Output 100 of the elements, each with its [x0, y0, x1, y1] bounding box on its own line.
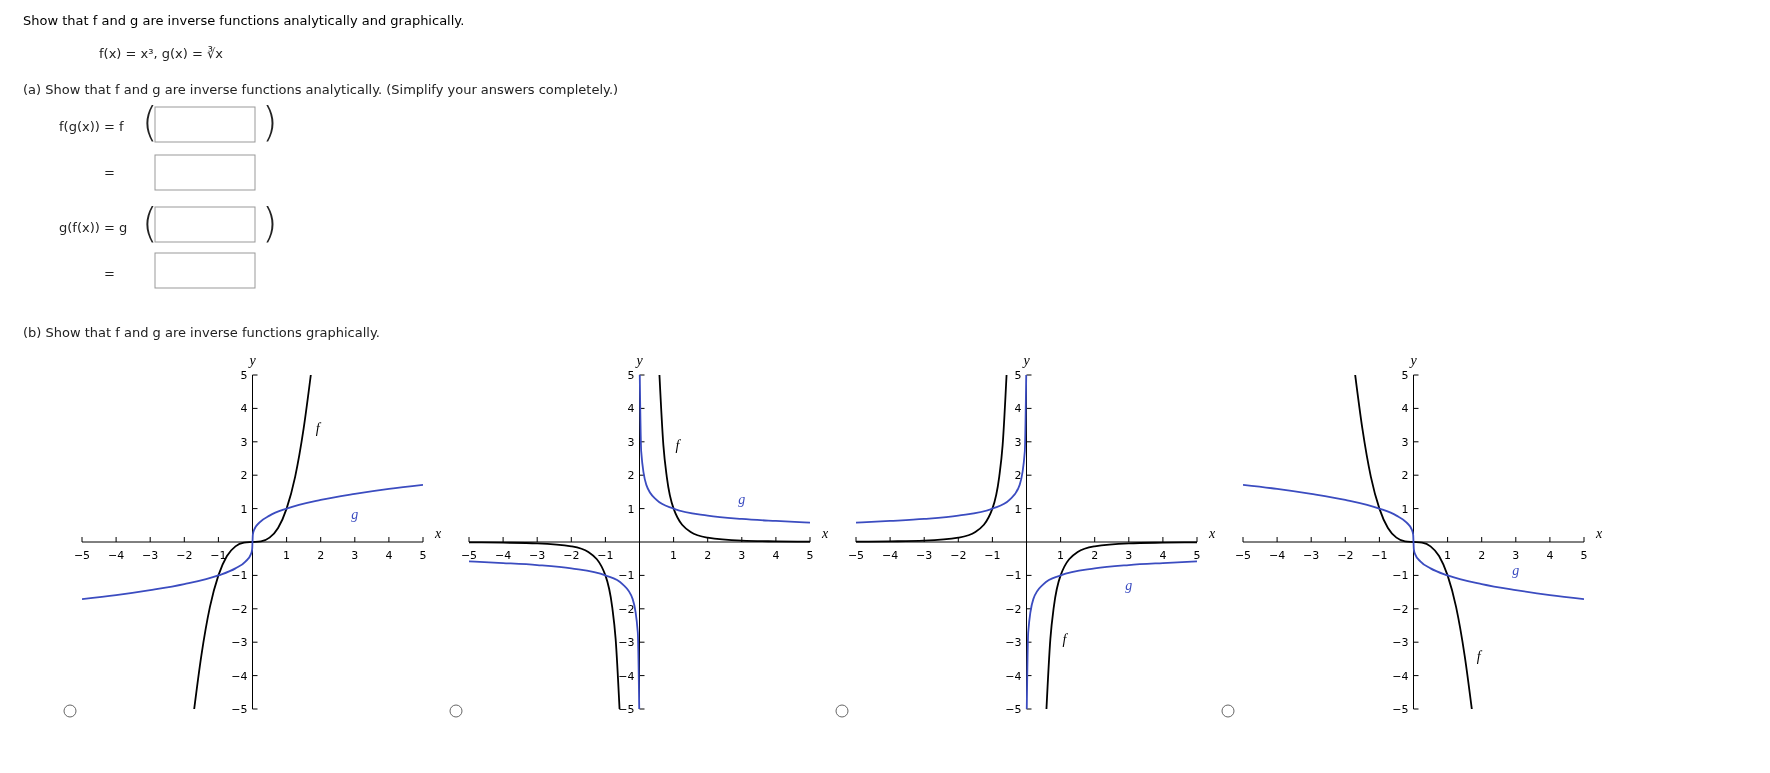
y-tick-label: −5: [1392, 703, 1409, 716]
y-tick-label: −1: [1392, 569, 1409, 583]
y-tick-label: −3: [618, 636, 635, 650]
x-tick-label: −5: [73, 549, 91, 562]
x-tick-label: 3: [1125, 549, 1133, 562]
x-tick-label: 1: [283, 549, 291, 562]
series-label: f: [675, 438, 682, 454]
y-tick-label: −4: [231, 669, 248, 683]
series-label: g: [1512, 563, 1520, 579]
x-tick-label: −3: [1303, 549, 1320, 562]
x-axis-title: x: [1208, 526, 1216, 541]
y-tick-label: 2: [1401, 469, 1409, 483]
x-tick-label: −2: [563, 549, 580, 562]
text: (: [142, 99, 158, 145]
text: (: [142, 200, 158, 246]
y-tick-label: 4: [627, 402, 635, 416]
y-tick-label: 1: [1401, 502, 1409, 516]
x-tick-label: 5: [1193, 549, 1201, 562]
x-axis-title: x: [1595, 526, 1603, 541]
text: ): [262, 99, 278, 145]
y-axis-title: y: [634, 353, 644, 368]
x-tick-label: 1: [1057, 549, 1065, 562]
x-tick-label: 2: [704, 549, 712, 562]
x-tick-label: −3: [529, 549, 546, 562]
y-axis-title: y: [1408, 353, 1418, 368]
x-tick-label: 2: [1478, 549, 1486, 562]
x-tick-label: −2: [176, 549, 193, 562]
series-label: f: [1476, 648, 1483, 664]
text: (b) Show that f and g are inverse functions graphically.: [23, 325, 380, 340]
y-tick-label: 5: [1401, 369, 1409, 382]
y-tick-label: −4: [1392, 669, 1409, 683]
y-tick-label: −2: [618, 602, 635, 616]
y-tick-label: 2: [1014, 469, 1022, 483]
y-tick-label: −2: [1005, 602, 1022, 616]
x-axis-title: x: [821, 526, 829, 541]
x-tick-label: 1: [670, 549, 678, 562]
y-tick-label: −5: [618, 703, 635, 716]
y-axis-title: y: [247, 353, 257, 368]
text: (a) Show that f and g are inverse functions analytically. (Simplify your answers completely.): [23, 82, 619, 97]
y-tick-label: −3: [231, 636, 248, 650]
y-tick-label: 1: [1014, 502, 1022, 516]
y-tick-label: −3: [1005, 636, 1022, 650]
y-tick-label: 4: [240, 402, 248, 416]
x-tick-label: 3: [738, 549, 746, 562]
x-tick-label: 3: [1512, 549, 1520, 562]
y-tick-label: 5: [1014, 369, 1022, 382]
y-tick-label: 5: [627, 369, 635, 382]
y-tick-label: 2: [240, 469, 248, 483]
x-tick-label: −5: [847, 549, 865, 562]
y-tick-label: −1: [618, 569, 635, 583]
y-tick-label: −5: [231, 703, 248, 716]
y-tick-label: 3: [1014, 435, 1022, 449]
x-tick-label: −5: [1234, 549, 1252, 562]
x-tick-label: 4: [772, 549, 780, 562]
series-label: f: [315, 421, 322, 437]
y-tick-label: −1: [231, 569, 248, 583]
y-tick-label: −4: [618, 669, 635, 683]
x-tick-label: −4: [1268, 549, 1286, 562]
x-tick-label: −2: [950, 549, 967, 562]
x-axis-title: x: [434, 526, 442, 541]
series-label: g: [1125, 578, 1133, 594]
y-tick-label: 4: [1401, 402, 1409, 416]
x-tick-label: −1: [597, 549, 614, 562]
x-tick-label: −1: [984, 549, 1001, 562]
y-tick-label: 3: [240, 435, 248, 449]
text: ): [262, 200, 278, 246]
text: f(x) = x³, g(x) = ∛x: [99, 46, 224, 61]
y-axis-title: y: [1021, 353, 1031, 368]
y-tick-label: −4: [1005, 669, 1022, 683]
y-tick-label: 2: [627, 469, 635, 483]
y-tick-label: 3: [627, 435, 635, 449]
text: f(g(x)) = f: [59, 119, 124, 134]
x-tick-label: −4: [107, 549, 125, 562]
text: =: [104, 165, 115, 180]
y-tick-label: −2: [231, 602, 248, 616]
x-tick-label: −4: [881, 549, 899, 562]
y-tick-label: −1: [1005, 569, 1022, 583]
x-tick-label: −3: [142, 549, 159, 562]
x-tick-label: 5: [419, 549, 427, 562]
x-tick-label: −5: [460, 549, 478, 562]
x-tick-label: 2: [317, 549, 325, 562]
x-tick-label: 4: [1546, 549, 1554, 562]
text: g(f(x)) = g: [59, 220, 128, 235]
x-tick-label: 4: [385, 549, 393, 562]
y-tick-label: 4: [1014, 402, 1022, 416]
x-tick-label: −2: [1337, 549, 1354, 562]
y-tick-label: −5: [1005, 703, 1022, 716]
x-tick-label: −4: [494, 549, 512, 562]
x-tick-label: −1: [210, 549, 227, 562]
series-label: f: [1062, 631, 1069, 647]
x-tick-label: 1: [1444, 549, 1452, 562]
series-label: g: [738, 491, 746, 507]
series-label: g: [351, 506, 359, 522]
y-tick-label: 5: [240, 369, 248, 382]
text: =: [104, 266, 115, 281]
y-tick-label: −2: [1392, 602, 1409, 616]
x-tick-label: 4: [1159, 549, 1167, 562]
x-tick-label: −1: [1371, 549, 1388, 562]
y-tick-label: 1: [240, 502, 248, 516]
x-tick-label: 3: [351, 549, 359, 562]
